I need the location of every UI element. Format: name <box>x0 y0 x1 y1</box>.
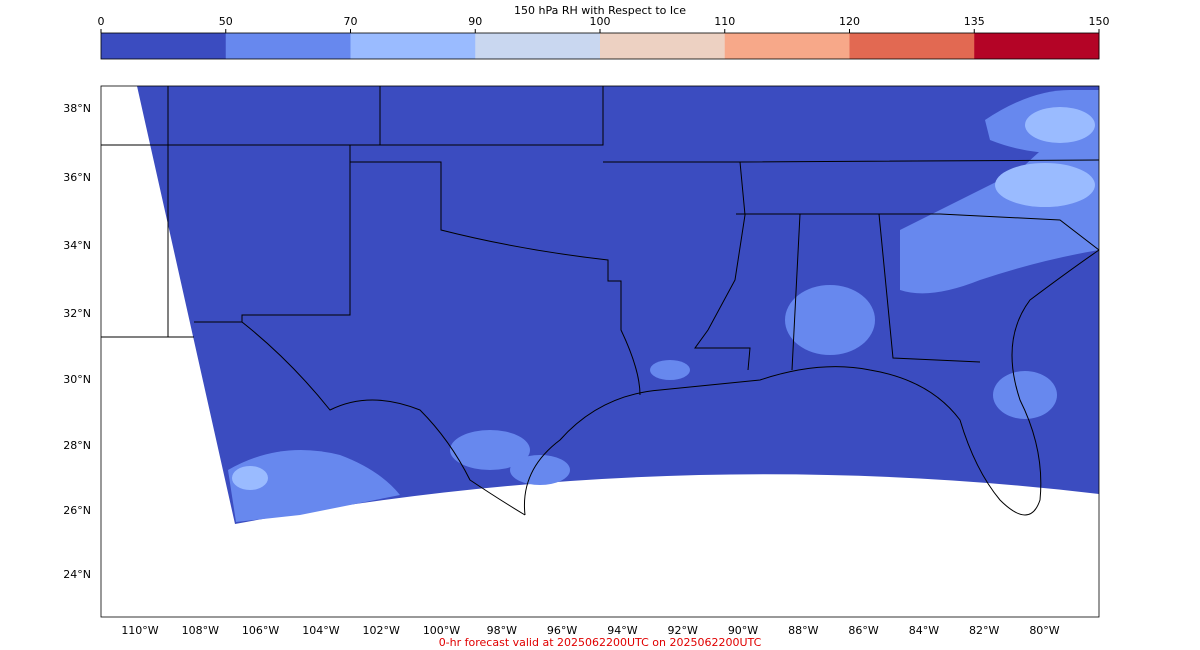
rh-field <box>137 86 1099 524</box>
colorbar-tick-label: 90 <box>468 15 482 28</box>
colorbar-tick-label: 120 <box>839 15 860 28</box>
lon-label: 82°W <box>969 624 999 637</box>
lon-label: 84°W <box>909 624 939 637</box>
colorbar-segment <box>600 33 726 59</box>
lat-label: 28°N <box>63 439 91 452</box>
lon-label: 88°W <box>788 624 818 637</box>
lon-label: 90°W <box>728 624 758 637</box>
colorbar: 0 50 70 90 100 110 120 135 150 <box>98 15 1110 60</box>
map <box>100 85 1100 618</box>
colorbar-tick-label: 110 <box>714 15 735 28</box>
lat-labels: 38°N 36°N 34°N 32°N 30°N 28°N 26°N 24°N <box>63 102 91 581</box>
rh-patches-light <box>232 107 1095 490</box>
colorbar-tick-label: 0 <box>98 15 105 28</box>
colorbar-tick-label: 135 <box>964 15 985 28</box>
colorbar-segment <box>849 33 975 59</box>
lon-label: 106°W <box>242 624 279 637</box>
colorbar-segment <box>101 33 227 59</box>
footer: 0-hr forecast valid at 2025062200UTC on … <box>439 636 762 649</box>
colorbar-title: 150 hPa RH with Respect to Ice <box>514 4 686 17</box>
colorbar-segment <box>225 33 351 59</box>
map-frame <box>100 85 1100 618</box>
lon-label: 94°W <box>607 624 637 637</box>
colorbar-segment <box>475 33 601 59</box>
lat-label: 36°N <box>63 171 91 184</box>
lon-label: 80°W <box>1029 624 1059 637</box>
colorbar-segment <box>350 33 476 59</box>
lon-label: 110°W <box>121 624 158 637</box>
lon-label: 96°W <box>547 624 577 637</box>
lat-label: 26°N <box>63 504 91 517</box>
lat-label: 34°N <box>63 239 91 252</box>
lat-label: 24°N <box>63 568 91 581</box>
lon-label: 86°W <box>848 624 878 637</box>
colorbar-segment <box>974 33 1100 59</box>
colorbar-tick-label: 150 <box>1089 15 1110 28</box>
colorbar-tick-label: 100 <box>590 15 611 28</box>
lon-label: 100°W <box>423 624 460 637</box>
lat-label: 30°N <box>63 373 91 386</box>
colorbar-segment <box>724 33 850 59</box>
colorbar-tick-label: 50 <box>219 15 233 28</box>
lon-label: 102°W <box>363 624 400 637</box>
lon-label: 108°W <box>182 624 219 637</box>
state-borders <box>101 86 1100 516</box>
lat-label: 38°N <box>63 102 91 115</box>
colorbar-tick-label: 70 <box>344 15 358 28</box>
lon-label: 104°W <box>302 624 339 637</box>
lon-label: 98°W <box>487 624 517 637</box>
lon-label: 92°W <box>668 624 698 637</box>
lat-label: 32°N <box>63 307 91 320</box>
lon-labels: 110°W 108°W 106°W 104°W 102°W 100°W 98°W 96°W 94… <box>121 624 1059 637</box>
